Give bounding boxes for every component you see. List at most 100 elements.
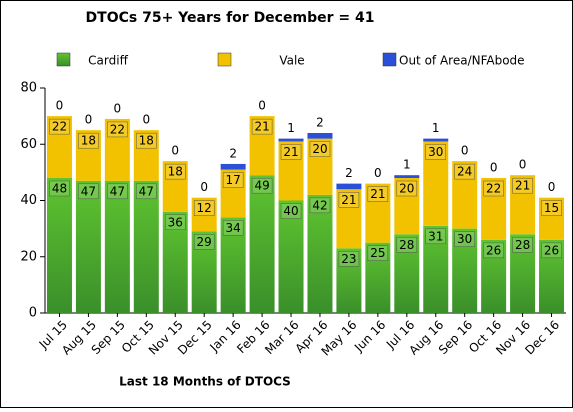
label-bg (165, 214, 186, 230)
data-label: 0 (519, 158, 527, 172)
label-bg (107, 121, 128, 138)
data-label: 0 (85, 113, 93, 127)
x-axis-title: Last 18 Months of DTOCS (119, 375, 291, 389)
data-label: 0 (490, 161, 498, 175)
bar-segment (249, 116, 275, 176)
bar-segment (394, 175, 420, 178)
bar-segment (539, 239, 565, 313)
label-bg (367, 245, 389, 261)
data-label: 31 (428, 229, 443, 243)
label-bg (165, 163, 186, 180)
label-bg (309, 197, 331, 214)
data-label: 22 (110, 122, 125, 136)
data-label: 48 (52, 182, 67, 196)
legend-label: Vale (279, 54, 304, 68)
y-tick-label: 60 (20, 137, 37, 152)
label-bg (222, 220, 244, 236)
bar-segment (336, 183, 362, 190)
label-bg (425, 228, 446, 245)
bar-segment (220, 169, 246, 218)
data-label: 1 (287, 121, 295, 135)
bar-segment (452, 161, 478, 229)
data-label: 15 (544, 201, 559, 215)
data-label: 0 (548, 180, 556, 194)
bar-segment (481, 178, 507, 240)
label-bg (396, 237, 418, 253)
label-bg (280, 203, 302, 219)
bar-segment (365, 183, 391, 243)
bar-segment (481, 239, 507, 313)
bar-segment (278, 138, 304, 142)
label-bg (541, 200, 562, 216)
label-bg (136, 132, 157, 149)
bar-segment (394, 178, 420, 235)
data-label: 40 (283, 204, 298, 218)
data-label: 2 (316, 116, 324, 130)
bar-segment (162, 161, 188, 212)
bar-segment (394, 234, 420, 313)
data-label: 18 (81, 134, 96, 148)
data-label: 1 (432, 121, 440, 135)
data-label: 22 (486, 182, 501, 196)
label-bg (49, 118, 70, 135)
y-tick-label: 80 (20, 81, 37, 96)
data-label: 18 (168, 165, 183, 179)
data-label: 47 (110, 184, 125, 198)
bar-segment (307, 194, 333, 313)
label-bg (193, 234, 215, 250)
label-bg (512, 237, 533, 253)
legend-swatch (56, 52, 71, 67)
label-bg (512, 177, 533, 194)
data-label: 20 (312, 142, 327, 156)
data-label: 0 (374, 166, 382, 180)
bar-segment (75, 130, 101, 181)
data-label: 24 (457, 165, 472, 179)
data-label: 0 (56, 99, 64, 113)
data-label: 26 (486, 243, 501, 257)
legend-swatch (217, 52, 232, 67)
bar-segment (104, 118, 130, 181)
y-tick-label: 0 (29, 306, 37, 321)
bar-segment (307, 138, 333, 195)
data-label: 47 (81, 184, 96, 198)
data-label: 21 (283, 145, 298, 159)
data-label: 12 (197, 201, 212, 215)
label-bg (78, 132, 99, 149)
data-label: 21 (341, 193, 356, 207)
label-bg (309, 141, 331, 157)
bar-segment (539, 197, 565, 240)
data-label: 0 (200, 180, 208, 194)
label-bg (483, 242, 504, 259)
data-label: 42 (312, 198, 327, 212)
data-label: 30 (428, 145, 443, 159)
bar-segment (191, 197, 217, 232)
label-bg (193, 200, 215, 216)
data-label: 0 (258, 99, 266, 113)
bar-segment (423, 138, 449, 142)
data-label: 30 (457, 232, 472, 246)
data-label: 47 (139, 184, 154, 198)
bar-segment (278, 141, 304, 201)
legend-label: Cardiff (88, 54, 128, 68)
data-label: 18 (139, 134, 154, 148)
data-label: 17 (225, 173, 240, 187)
data-label: 23 (341, 252, 356, 266)
label-bg (251, 177, 273, 194)
label-bg (49, 180, 70, 197)
label-bg (541, 242, 562, 259)
label-bg (425, 144, 446, 160)
bar-segment (104, 180, 130, 313)
data-label: 28 (399, 238, 414, 252)
data-label: 49 (254, 179, 269, 193)
data-label: 21 (515, 179, 530, 193)
label-bg (454, 163, 475, 180)
data-label: 22 (52, 120, 67, 134)
data-label: 36 (168, 215, 183, 229)
label-bg (338, 192, 360, 208)
data-label: 21 (370, 187, 385, 201)
bar-segment (133, 130, 159, 181)
data-label: 20 (399, 182, 414, 196)
data-label: 34 (225, 221, 240, 235)
bar-segment (249, 175, 275, 313)
